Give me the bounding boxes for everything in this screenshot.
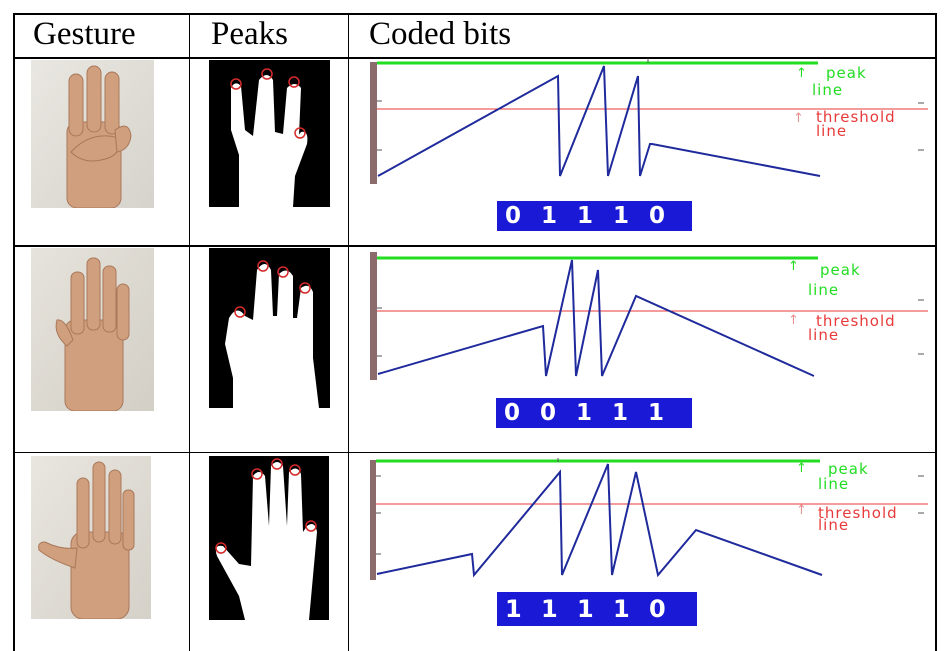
threshold-line-label-2: line bbox=[816, 122, 847, 140]
peak-line-label: peak bbox=[828, 460, 869, 478]
gesture-photo-1 bbox=[31, 60, 154, 208]
threshold-line-label: threshold bbox=[816, 312, 896, 330]
up-arrow-icon: ↑ bbox=[796, 461, 807, 476]
threshold-line-label-2: line bbox=[818, 516, 849, 534]
bit: 0 bbox=[504, 400, 521, 426]
table-border-left bbox=[13, 13, 15, 651]
signal-plot-3: ↑ peak line ↑ threshold line bbox=[370, 458, 928, 580]
bit: 1 bbox=[612, 400, 629, 426]
threshold-line-label: threshold bbox=[816, 108, 896, 126]
threshold-line-label: threshold bbox=[818, 504, 898, 522]
bit: 1 bbox=[648, 400, 665, 426]
peak-line-label: peak bbox=[820, 261, 861, 279]
row-divider-2 bbox=[13, 452, 937, 453]
peak-line-label-2: line bbox=[808, 281, 839, 299]
gesture-photo-2 bbox=[31, 248, 154, 411]
bit: 1 bbox=[576, 400, 593, 426]
bit: 0 bbox=[649, 203, 666, 229]
bit: 1 bbox=[577, 595, 594, 623]
up-arrow-icon: ↑ bbox=[796, 503, 807, 518]
peak-line-label-2: line bbox=[812, 81, 843, 99]
bit: 1 bbox=[541, 595, 558, 623]
header-row-divider bbox=[13, 57, 937, 59]
header-peaks: Peaks bbox=[211, 16, 288, 52]
row-divider-1 bbox=[13, 245, 937, 247]
bit: 1 bbox=[505, 595, 522, 623]
signal-waveform bbox=[377, 259, 815, 377]
bit: 0 bbox=[649, 595, 666, 623]
table-border-top bbox=[13, 13, 937, 15]
bit: 1 bbox=[577, 203, 594, 229]
peaks-image-3 bbox=[209, 456, 329, 620]
header-gesture: Gesture bbox=[33, 16, 136, 52]
bit: 1 bbox=[541, 203, 558, 229]
header-coded-bits: Coded bits bbox=[369, 16, 512, 52]
bit: 0 bbox=[540, 400, 557, 426]
signal-left-axis bbox=[370, 252, 377, 380]
peaks-image-2 bbox=[209, 248, 330, 408]
up-arrow-icon: ↑ bbox=[793, 111, 804, 126]
signal-waveform bbox=[376, 463, 823, 578]
up-arrow-icon: ↑ bbox=[788, 313, 799, 328]
up-arrow-icon: ↑ bbox=[796, 66, 807, 81]
signal-left-axis bbox=[370, 460, 376, 580]
peaks-image-1 bbox=[209, 60, 330, 207]
signal-waveform bbox=[377, 65, 821, 177]
bit: 0 bbox=[505, 203, 522, 229]
signal-plot-2: ↑ peak line ↑ threshold line bbox=[370, 252, 928, 380]
bit: 1 bbox=[613, 203, 630, 229]
bits-box-edge bbox=[692, 398, 696, 428]
column-divider-2 bbox=[348, 13, 349, 651]
signal-plot-1: ↑ peak line ↑ threshold line bbox=[370, 58, 928, 184]
column-divider-1 bbox=[189, 13, 190, 651]
signal-left-axis bbox=[370, 62, 377, 184]
threshold-line-label-2: line bbox=[808, 326, 839, 344]
peak-line-label-2: line bbox=[818, 475, 849, 493]
gesture-photo-3 bbox=[31, 456, 151, 619]
table-border-right bbox=[935, 13, 937, 651]
up-arrow-icon: ↑ bbox=[788, 259, 799, 274]
bit: 1 bbox=[613, 595, 630, 623]
peak-line-label: peak bbox=[826, 64, 867, 82]
